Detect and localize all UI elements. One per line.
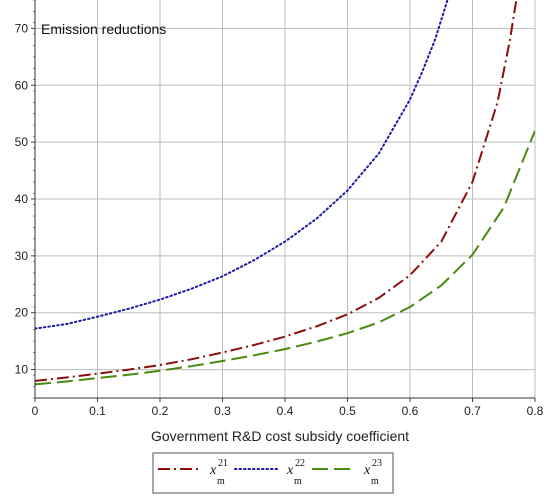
y-tick-label: 30 (15, 249, 29, 263)
series-lines (35, 0, 535, 386)
x-tick-label: 0.4 (277, 404, 294, 418)
legend-label-superscript: 22 (295, 458, 305, 469)
legend-label-superscript: 23 (372, 458, 382, 469)
x-tick-label: 0 (32, 404, 39, 418)
x-tick-label: 0.8 (527, 404, 544, 418)
y-tick-label: 70 (15, 21, 29, 35)
x-tick-label: 0.2 (152, 404, 169, 418)
series-line-22 (35, 0, 449, 330)
legend-label-base: x (209, 463, 217, 478)
series-line-21 (35, 0, 518, 382)
legend-label-subscript: m (294, 476, 302, 487)
y-tick-label: 60 (15, 78, 29, 92)
axes (31, 0, 536, 402)
x-tick-label: 0.6 (402, 404, 419, 418)
tick-labels: 0 0.1 0.2 0.3 0.4 0.5 0.6 0.7 0.8 10 20 30 40 50 60 70 (15, 21, 544, 418)
legend-label-superscript: 21 (218, 458, 228, 469)
y-tick-label: 10 (15, 363, 29, 377)
y-tick-label: 20 (15, 306, 29, 320)
x-axis-label: Government R&D cost subsidy coefficient (151, 428, 409, 444)
legend-label-subscript: m (371, 476, 379, 487)
chart-title: Emission reductions (41, 21, 166, 37)
y-tick-label: 40 (15, 192, 29, 206)
x-tick-label: 0.5 (339, 404, 356, 418)
x-tick-label: 0.7 (464, 404, 481, 418)
legend-label-base: x (363, 463, 371, 478)
legend-label-subscript: m (217, 476, 225, 487)
x-tick-label: 0.1 (89, 404, 106, 418)
y-tick-label: 50 (15, 135, 29, 149)
grid (34, 0, 536, 398)
series-line-23 (35, 130, 535, 386)
legend-label-base: x (286, 463, 294, 478)
legend-frame (152, 452, 394, 494)
x-tick-label: 0.3 (214, 404, 231, 418)
